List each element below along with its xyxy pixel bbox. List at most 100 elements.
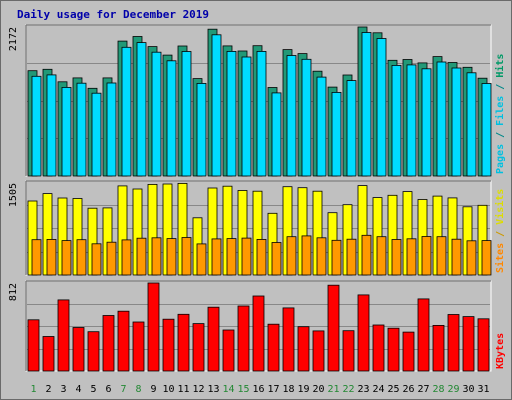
kbytes-bar <box>42 336 55 372</box>
day-label: 25 <box>387 384 399 395</box>
kbytes-bar <box>282 307 295 372</box>
kbytes-bar <box>147 282 160 372</box>
hits-bar <box>241 56 252 177</box>
day-label: 26 <box>402 384 414 395</box>
panels: 2172 Pages / Files / Hits 1505 Sites / Visi… <box>8 24 506 372</box>
hits-bar <box>376 38 387 177</box>
kbytes-bar <box>87 331 100 372</box>
visits-bar <box>361 234 372 276</box>
day-label: 18 <box>282 384 294 395</box>
day-label: 5 <box>90 384 96 395</box>
visits-bar <box>271 242 282 276</box>
visits-bar <box>256 238 267 276</box>
hits-bar <box>406 64 417 177</box>
kbytes-bar <box>222 329 235 372</box>
day-label: 7 <box>120 384 126 395</box>
panel-kbytes: 812 KBytes <box>8 280 506 372</box>
visits-bar <box>181 237 192 276</box>
kbytes-bar <box>327 284 340 372</box>
kbytes-bar <box>162 318 175 372</box>
hits-bar <box>76 82 87 177</box>
day-label: 8 <box>135 384 141 395</box>
hits-bar <box>436 61 447 177</box>
hits-bar <box>91 92 102 177</box>
day-label: 3 <box>60 384 66 395</box>
kbytes-bar <box>117 310 130 372</box>
kbytes-bar <box>207 306 220 372</box>
kbytes-bar <box>27 319 40 372</box>
visits-side-label: Sites / Visits <box>494 189 506 273</box>
visits-bar <box>136 237 147 276</box>
visits-bar <box>61 240 72 276</box>
kbytes-bar <box>297 326 310 372</box>
kbytes-side-label-part: KBytes <box>495 333 506 369</box>
visits-bar <box>391 239 402 276</box>
visits-side-label-part: Visits <box>494 189 506 225</box>
day-label: 10 <box>162 384 174 395</box>
hits-bar <box>271 92 282 177</box>
kbytes-bar <box>57 299 70 372</box>
kbytes-bar <box>102 315 115 372</box>
kbytes-side-label: KBytes <box>495 333 506 369</box>
day-label: 22 <box>342 384 354 395</box>
kbytes-bar <box>177 313 190 372</box>
hits-bar <box>316 76 327 177</box>
visits-bar <box>331 239 342 276</box>
hits-bar <box>421 68 432 177</box>
hits-side-label-part: / <box>495 78 506 96</box>
day-label: 27 <box>417 384 429 395</box>
kbytes-bar <box>432 324 445 372</box>
hits-bar <box>391 65 402 177</box>
hits-side-label-part: Pages <box>495 144 506 174</box>
day-label: 19 <box>297 384 309 395</box>
hits-bar <box>346 80 357 177</box>
visits-bar <box>346 238 357 276</box>
hits-bar <box>226 51 237 177</box>
visits-bar <box>196 243 207 276</box>
visits-max-label: 1505 <box>8 183 19 207</box>
day-label: 16 <box>252 384 264 395</box>
kbytes-bar <box>342 330 355 372</box>
day-label: 15 <box>237 384 249 395</box>
visits-bar <box>466 240 477 276</box>
visits-bar <box>406 238 417 276</box>
kbytes-bar <box>462 316 475 372</box>
hits-side-label-part: Files <box>494 96 506 126</box>
hits-bar <box>46 74 57 177</box>
visits-bar <box>76 239 87 276</box>
visits-bar <box>151 237 162 276</box>
visits-bar <box>31 239 42 276</box>
hits-side-label-part: Hits <box>494 54 506 78</box>
kbytes-bar <box>192 323 205 372</box>
kbytes-bar <box>252 295 265 372</box>
kbytes-bar <box>372 324 385 372</box>
visits-bar <box>46 238 57 276</box>
hits-bar <box>196 83 207 177</box>
kbytes-bar <box>402 331 415 372</box>
hits-bar <box>451 67 462 177</box>
day-label: 29 <box>447 384 459 395</box>
visits-bar <box>421 236 432 276</box>
day-label: 9 <box>150 384 156 395</box>
day-label: 23 <box>357 384 369 395</box>
visits-bar <box>91 243 102 276</box>
kbytes-bar <box>477 318 490 372</box>
day-label: 14 <box>222 384 234 395</box>
hits-side-label-part: / <box>495 126 506 144</box>
hits-bar <box>256 51 267 177</box>
hits-bar <box>166 60 177 177</box>
day-label: 6 <box>105 384 111 395</box>
day-label: 24 <box>372 384 384 395</box>
hits-bar <box>286 55 297 177</box>
day-label: 30 <box>462 384 474 395</box>
day-label: 1 <box>30 384 36 395</box>
kbytes-bar <box>312 330 325 372</box>
hits-bar <box>151 51 162 177</box>
visits-bar <box>316 237 327 276</box>
visits-bar <box>241 237 252 276</box>
hits-bar <box>301 58 312 177</box>
kbytes-bar <box>387 327 400 372</box>
day-label: 2 <box>45 384 51 395</box>
visits-bar <box>481 240 492 276</box>
